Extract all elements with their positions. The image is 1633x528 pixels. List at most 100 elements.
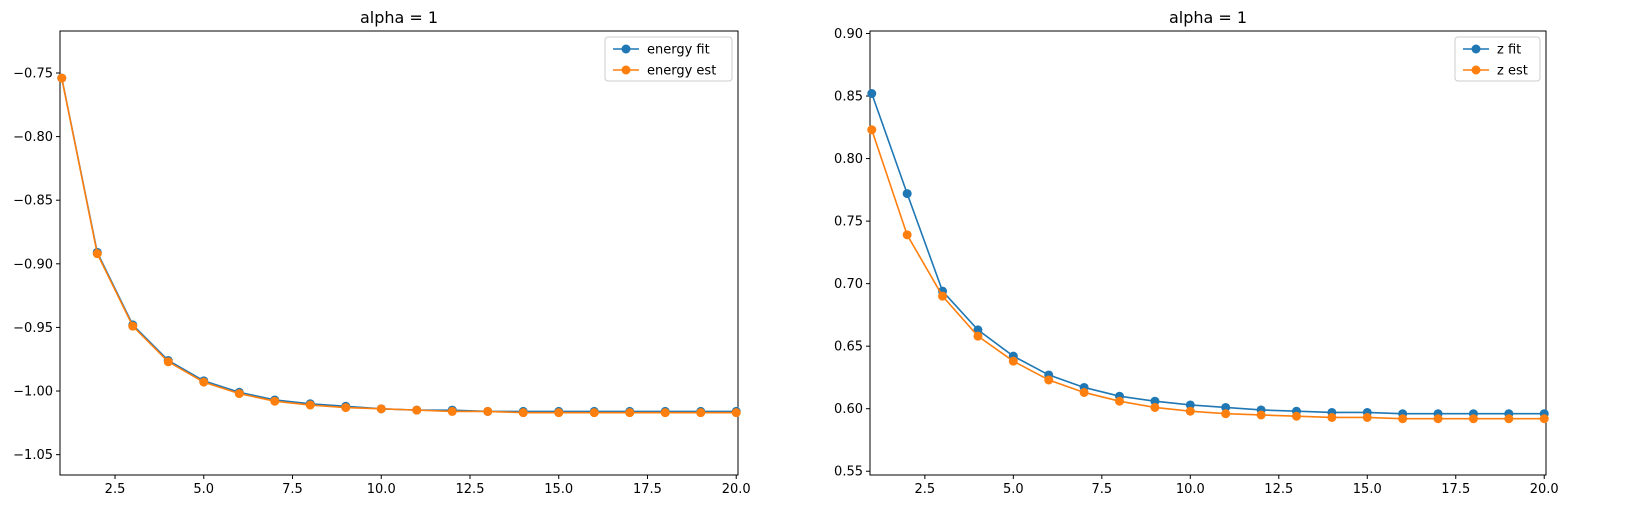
chart-panel-1: alpha = 1 2.5 5.0 7.5 10.0 12.5 15.0 17.5 20.0 −1… — [13, 8, 751, 497]
data-point — [163, 357, 173, 367]
legend-swatch-marker — [621, 44, 631, 54]
data-point — [731, 408, 741, 418]
x-tick-label: 7.5 — [282, 482, 303, 497]
x-tick-label: 2.5 — [105, 482, 126, 497]
data-point — [867, 125, 877, 135]
data-point — [1150, 396, 1160, 406]
y-tick-label: 0.90 — [834, 27, 863, 42]
data-point — [1504, 414, 1514, 424]
data-point — [1044, 375, 1054, 385]
legend-swatch-marker — [1471, 65, 1481, 75]
x-tick-label: 17.5 — [1441, 482, 1470, 497]
data-point — [1291, 411, 1301, 421]
x-tick-label: 20.0 — [722, 482, 751, 497]
data-point — [589, 408, 599, 418]
y-tick-label: −0.80 — [13, 130, 53, 145]
data-point — [234, 389, 244, 399]
y-tick-label: 0.55 — [834, 465, 863, 480]
y-tick-label: 0.85 — [834, 90, 863, 105]
data-point — [412, 405, 422, 415]
plot-area-frame — [869, 30, 1547, 476]
chart-title: alpha = 1 — [1169, 8, 1247, 27]
x-tick-label: 12.5 — [456, 482, 485, 497]
data-point — [973, 325, 983, 335]
y-tick-label: −1.00 — [13, 385, 53, 400]
energy-est-series — [57, 73, 741, 418]
z-est-series — [867, 125, 1549, 424]
series-line — [871, 129, 1545, 420]
y-tick-label: 0.60 — [834, 402, 863, 417]
data-point — [625, 408, 635, 418]
legend-swatch-marker — [1471, 44, 1481, 54]
data-point — [1327, 412, 1337, 422]
y-tick-label: −0.85 — [13, 194, 53, 209]
data-point — [341, 403, 351, 413]
x-tick-label: 17.5 — [633, 482, 662, 497]
data-point — [1221, 402, 1231, 412]
y-tick-label: 0.80 — [834, 152, 863, 167]
y-tick-label: −0.75 — [13, 66, 53, 81]
plot-area-frame — [59, 30, 739, 476]
data-point — [1079, 387, 1089, 397]
data-point — [483, 406, 493, 416]
data-point — [1221, 409, 1231, 419]
data-point — [1256, 410, 1266, 420]
y-tick-label: 0.70 — [834, 277, 863, 292]
y-tick-label: −0.95 — [13, 321, 53, 336]
x-tick-label: 20.0 — [1530, 482, 1559, 497]
legend-label: z est — [1497, 64, 1528, 79]
x-tick-label: 10.0 — [1176, 482, 1205, 497]
data-point — [1362, 412, 1372, 422]
x-tick-label: 5.0 — [1003, 482, 1024, 497]
legend: energy fit energy est — [604, 36, 733, 82]
data-point — [128, 321, 138, 331]
data-point — [902, 189, 912, 199]
x-tick-label: 12.5 — [1264, 482, 1293, 497]
data-point — [270, 396, 280, 406]
chart-panel-2: alpha = 1 2.5 5.0 7.5 10.0 12.5 15.0 17.5 20.0 0.… — [834, 8, 1559, 497]
y-tick-label: 0.75 — [834, 215, 863, 230]
legend-swatch-marker — [621, 65, 631, 75]
data-point — [973, 331, 983, 341]
data-point — [696, 408, 706, 418]
series-line — [871, 93, 1545, 415]
x-tick-label: 2.5 — [915, 482, 936, 497]
data-point — [518, 408, 528, 418]
data-point — [1539, 414, 1549, 424]
data-point — [660, 408, 670, 418]
data-point — [305, 400, 315, 410]
data-point — [1433, 414, 1443, 424]
y-tick-label: −1.05 — [13, 448, 53, 463]
data-point — [1008, 356, 1018, 366]
chart-title: alpha = 1 — [360, 8, 438, 27]
data-point — [1185, 406, 1195, 416]
legend-label: energy est — [647, 64, 716, 79]
x-tick-label: 7.5 — [1091, 482, 1112, 497]
x-tick-label: 10.0 — [367, 482, 396, 497]
data-point — [554, 408, 564, 418]
series-line — [60, 77, 737, 414]
data-point — [938, 291, 948, 301]
data-point — [199, 377, 209, 387]
y-tick-label: −0.90 — [13, 257, 53, 272]
data-point — [902, 230, 912, 240]
y-tick-label: 0.65 — [834, 340, 863, 355]
data-point — [1398, 414, 1408, 424]
data-point — [447, 406, 457, 416]
data-point — [1150, 402, 1160, 412]
x-tick-label: 5.0 — [193, 482, 214, 497]
legend-label: energy fit — [647, 43, 710, 58]
data-point — [867, 89, 877, 99]
data-point — [92, 249, 102, 259]
data-point — [376, 404, 386, 414]
data-point — [1468, 414, 1478, 424]
data-point — [1185, 400, 1195, 410]
data-point — [57, 73, 67, 83]
x-tick-label: 15.0 — [1353, 482, 1382, 497]
data-point — [1115, 396, 1125, 406]
legend-label: z fit — [1497, 43, 1521, 58]
x-tick-label: 15.0 — [544, 482, 573, 497]
legend: z fit z est — [1454, 36, 1541, 82]
